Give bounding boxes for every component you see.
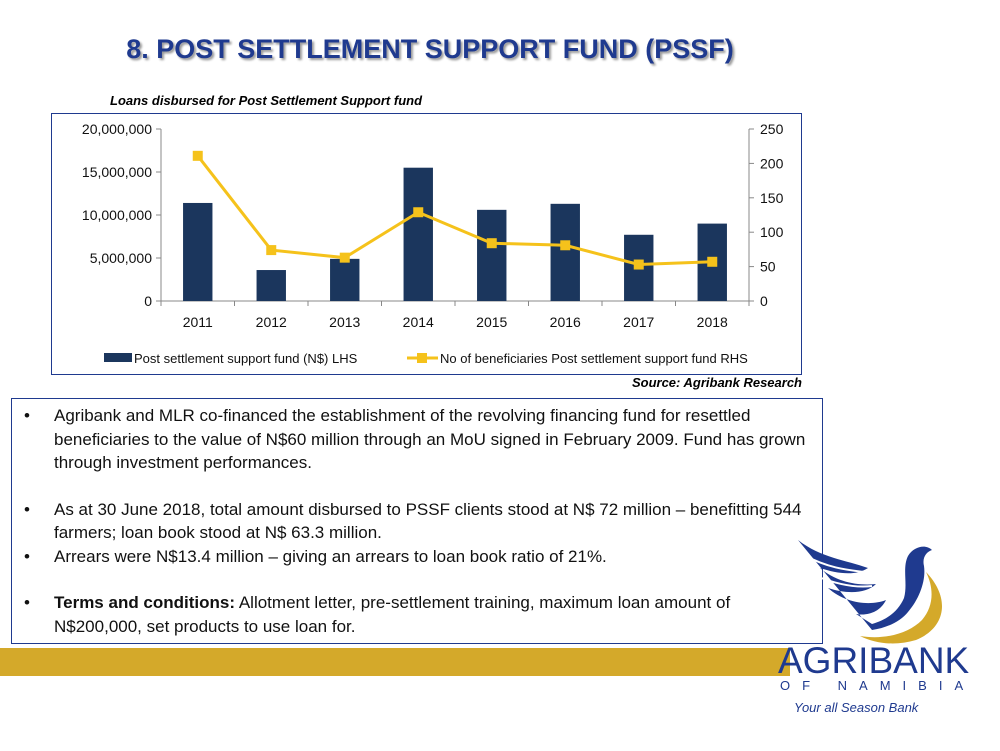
line-marker: [413, 207, 424, 218]
bullet-text: Agribank and MLR co-financed the establi…: [54, 406, 806, 472]
line-marker: [707, 256, 718, 267]
line-marker: [339, 252, 350, 263]
bullet-bold-label: Terms and conditions:: [54, 593, 236, 612]
right-tick-label: 200: [760, 155, 784, 171]
logo-tagline: Your all Season Bank: [794, 700, 919, 715]
x-tick-label: 2012: [256, 314, 287, 330]
bar: [550, 203, 580, 301]
bullet-item: Terms and conditions: Allotment letter, …: [20, 591, 814, 638]
bullet-item: As at 30 June 2018, total amount disburs…: [20, 498, 814, 545]
source-note: Source: Agribank Research: [631, 375, 802, 390]
line-marker: [266, 245, 277, 256]
right-tick-label: 250: [760, 121, 784, 137]
line-marker: [633, 259, 644, 270]
chart-title: Loans disbursed for Post Settlement Supp…: [110, 93, 423, 108]
x-tick-label: 2013: [329, 314, 360, 330]
x-tick-label: 2016: [550, 314, 581, 330]
x-tick-label: 2014: [403, 314, 434, 330]
eagle-logo-icon: [798, 540, 943, 644]
left-tick-label: 0: [144, 293, 152, 309]
right-tick-label: 50: [760, 259, 776, 275]
bullet-box: Agribank and MLR co-financed the establi…: [11, 398, 823, 644]
line-marker: [192, 150, 203, 161]
legend-bar-swatch: [104, 353, 132, 362]
left-tick-label: 15,000,000: [82, 164, 152, 180]
left-tick-label: 10,000,000: [82, 207, 152, 223]
left-tick-label: 5,000,000: [90, 250, 152, 266]
right-tick-label: 0: [760, 293, 768, 309]
bullet-text: Arrears were N$13.4 million – giving an …: [54, 546, 607, 566]
right-tick-label: 150: [760, 190, 784, 206]
logo-subtitle: OF NAMIBIA: [780, 678, 976, 693]
line-marker: [560, 240, 571, 251]
bar: [183, 202, 213, 301]
bar: [330, 258, 360, 301]
gold-band: [0, 648, 790, 676]
slide-title: 8. POST SETTLEMENT SUPPORT FUND (PSSF): [126, 34, 734, 64]
line-marker: [486, 238, 497, 249]
logo-wordmark: AGRIBANK: [778, 640, 970, 681]
chart-frame: 0 5,000,000 10,000,000 15,000,000 20,000,000…: [51, 113, 802, 375]
bar: [477, 209, 507, 301]
right-tick-label: 100: [760, 224, 784, 240]
bullet-text: Allotment letter, pre-settlement trainin…: [54, 593, 731, 636]
beneficiaries-line: [196, 154, 713, 267]
legend-line-marker: [417, 353, 427, 363]
left-tick-label: 20,000,000: [82, 121, 152, 137]
x-tick-label: 2017: [623, 314, 654, 330]
x-tick-label: 2018: [697, 314, 728, 330]
legend-bar-label: Post settlement support fund (N$) LHS: [134, 351, 358, 366]
x-tick-label: 2011: [183, 314, 213, 330]
bullet-item: Agribank and MLR co-financed the establi…: [20, 404, 814, 475]
bar: [256, 270, 286, 301]
bullet-item: Arrears were N$13.4 million – giving an …: [20, 545, 814, 569]
x-tick-label: 2015: [476, 314, 507, 330]
bar: [403, 167, 433, 301]
bullet-text: As at 30 June 2018, total amount disburs…: [54, 499, 802, 543]
combo-chart: 0 5,000,000 10,000,000 15,000,000 20,000,000…: [82, 121, 784, 366]
legend-line-label: No of beneficiaries Post settlement supp…: [440, 351, 748, 366]
